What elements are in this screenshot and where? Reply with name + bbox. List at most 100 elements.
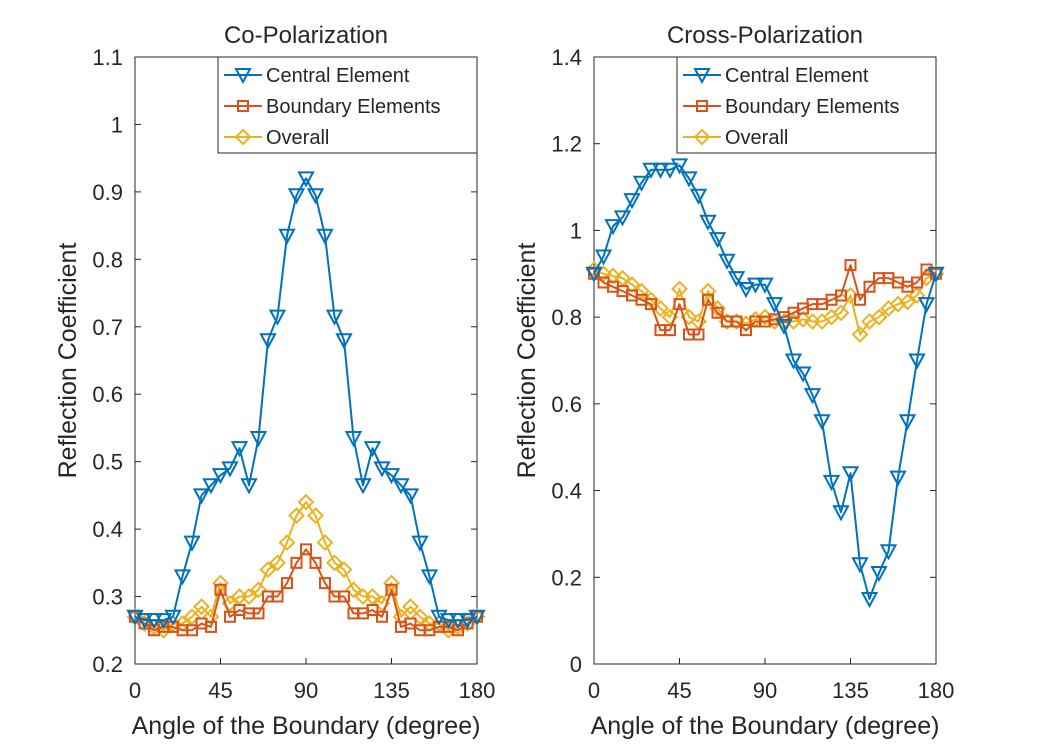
data-point bbox=[699, 214, 717, 231]
data-point bbox=[287, 188, 306, 205]
data-point bbox=[775, 318, 793, 335]
y-tick-label: 1.4 bbox=[551, 45, 582, 70]
legend: Central Element Boundary Elements Overall bbox=[217, 56, 478, 154]
data-point bbox=[316, 534, 334, 552]
data-point bbox=[319, 577, 331, 590]
data-point bbox=[326, 554, 343, 572]
data-point bbox=[221, 461, 239, 478]
data-point bbox=[297, 171, 315, 188]
data-point bbox=[269, 554, 286, 572]
y-tick-label: 1.1 bbox=[92, 45, 123, 70]
legend-marker bbox=[693, 68, 711, 85]
y-tick-label: 0.9 bbox=[92, 180, 123, 205]
data-point bbox=[604, 267, 622, 285]
data-point bbox=[364, 588, 381, 605]
data-point bbox=[651, 162, 670, 179]
data-point bbox=[363, 441, 382, 458]
data-point bbox=[692, 328, 705, 341]
y-tick-label: 1 bbox=[111, 112, 123, 137]
data-point bbox=[290, 556, 303, 569]
data-point bbox=[259, 333, 277, 350]
legend-entry: Boundary Elements bbox=[725, 96, 900, 118]
data-point bbox=[164, 609, 182, 626]
data-point bbox=[927, 266, 945, 283]
data-point bbox=[664, 324, 676, 337]
data-point bbox=[183, 535, 201, 552]
data-point bbox=[192, 488, 211, 505]
data-point bbox=[300, 543, 312, 556]
y-tick-label: 1 bbox=[570, 218, 582, 243]
data-point bbox=[908, 353, 926, 370]
data-point bbox=[889, 470, 907, 487]
data-point bbox=[870, 565, 888, 583]
data-point bbox=[759, 315, 771, 328]
data-point bbox=[401, 488, 420, 505]
data-point bbox=[411, 535, 429, 552]
data-point bbox=[756, 277, 774, 294]
data-point bbox=[699, 282, 717, 300]
data-point bbox=[746, 277, 765, 294]
legend-marker bbox=[237, 100, 249, 112]
x-tick-label: 0 bbox=[129, 678, 141, 703]
data-point bbox=[832, 304, 850, 322]
data-point bbox=[395, 620, 407, 633]
legend-entry: Overall bbox=[725, 127, 788, 149]
data-point bbox=[825, 293, 838, 306]
data-point bbox=[458, 613, 477, 630]
data-point bbox=[297, 493, 315, 511]
data-point bbox=[335, 561, 353, 578]
data-point bbox=[186, 624, 198, 637]
data-point bbox=[863, 280, 876, 293]
data-point bbox=[357, 607, 369, 620]
data-point bbox=[661, 162, 679, 179]
series-central-element bbox=[585, 158, 945, 609]
data-point bbox=[917, 297, 936, 314]
data-point bbox=[268, 309, 287, 326]
data-point bbox=[259, 561, 277, 578]
data-point bbox=[702, 293, 714, 306]
y-tick-label: 0.2 bbox=[92, 652, 123, 677]
legend-entry: Central Element bbox=[266, 65, 410, 87]
data-point bbox=[870, 308, 888, 326]
y-tick-label: 0.7 bbox=[92, 315, 123, 340]
data-point bbox=[135, 613, 154, 630]
x-tick-label: 180 bbox=[918, 678, 955, 703]
data-point bbox=[765, 297, 784, 314]
data-point bbox=[173, 569, 192, 586]
data-point bbox=[727, 271, 746, 288]
data-point bbox=[240, 588, 258, 605]
data-point bbox=[737, 281, 755, 299]
data-point bbox=[851, 557, 869, 574]
y-tick-label: 1.2 bbox=[551, 132, 582, 157]
data-point bbox=[614, 269, 631, 287]
legend-entry: Overall bbox=[266, 127, 329, 149]
y-tick-label: 0.4 bbox=[92, 517, 123, 542]
series-line bbox=[593, 264, 937, 336]
data-point bbox=[411, 608, 429, 626]
data-point bbox=[449, 613, 467, 630]
data-point bbox=[670, 158, 689, 175]
data-point bbox=[851, 326, 869, 343]
chart-panel-2: 0 45 90 135 180 0 0.2 0.4 0.6 0.8 1 1.2 1.4 Cross-Pol… bbox=[513, 22, 954, 740]
y-tick-label: 0.8 bbox=[92, 247, 123, 272]
y-tick-label: 0.8 bbox=[551, 305, 582, 330]
data-point bbox=[898, 414, 917, 431]
data-point bbox=[250, 581, 267, 599]
data-point bbox=[632, 175, 651, 192]
x-tick-label: 90 bbox=[753, 678, 777, 703]
data-point bbox=[671, 280, 688, 298]
data-point bbox=[633, 282, 650, 300]
y-tick-label: 0.3 bbox=[92, 585, 123, 610]
data-point bbox=[309, 556, 322, 569]
x-tick-label: 180 bbox=[459, 678, 496, 703]
legend-entry: Central Element bbox=[725, 65, 869, 87]
data-point bbox=[835, 289, 847, 302]
data-point bbox=[718, 253, 736, 270]
data-point bbox=[325, 309, 344, 326]
data-point bbox=[316, 228, 334, 245]
series-line bbox=[134, 177, 478, 622]
data-point bbox=[288, 507, 305, 525]
x-tick-label: 135 bbox=[832, 678, 869, 703]
data-point bbox=[420, 569, 439, 586]
data-point bbox=[594, 249, 613, 266]
